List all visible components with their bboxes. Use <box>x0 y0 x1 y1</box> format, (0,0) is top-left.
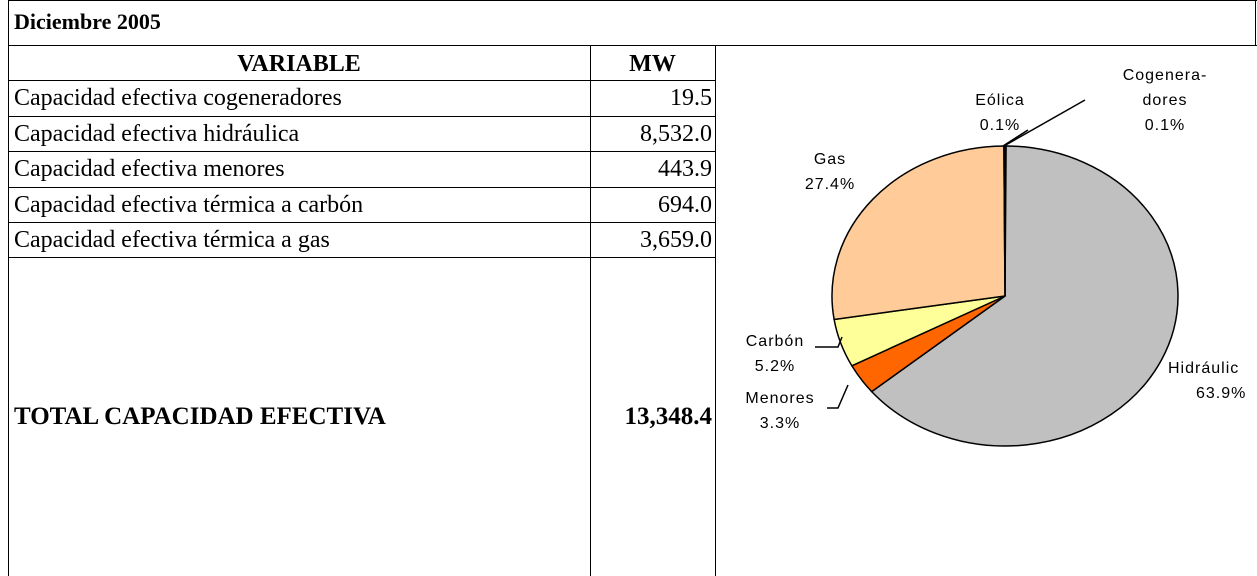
slice-label: Cogenera- <box>1123 67 1208 84</box>
leader-line <box>1002 129 1029 147</box>
total-value: 13,348.4 <box>624 403 713 430</box>
leader-line <box>1003 99 1086 147</box>
border <box>8 257 715 259</box>
slice-label: Carbón <box>746 333 804 350</box>
slice-label: Hidráulic <box>1168 360 1239 377</box>
border <box>715 45 716 576</box>
slice-value-label: 0.1% <box>980 117 1020 134</box>
leader-line <box>815 336 843 348</box>
title: Diciembre 2005 <box>14 9 161 34</box>
slice-label: Gas <box>814 151 846 168</box>
row-value: 19.5 <box>670 85 712 112</box>
border <box>8 45 1257 46</box>
border <box>8 115 715 117</box>
row-label: Capacidad efectiva menores <box>14 156 285 183</box>
header-cell: MW <box>629 51 676 77</box>
row-value: 694.0 <box>658 191 712 218</box>
row-value: 3,659.0 <box>640 227 712 253</box>
leader-line <box>827 384 849 409</box>
slice-label: Menores <box>745 390 814 407</box>
pie-slice <box>870 145 1179 447</box>
border <box>1255 0 1256 46</box>
slice-value-label: 5.2% <box>755 358 795 375</box>
row-label: Capacidad efectiva térmica a gas <box>14 227 330 253</box>
border <box>590 45 591 576</box>
slice-value-label: 63.9% <box>1196 385 1246 402</box>
slice-label: Eólica <box>975 92 1025 109</box>
border <box>8 80 715 82</box>
slice-value-label: 27.4% <box>805 176 855 193</box>
slice-value-label: 3.3% <box>760 415 800 432</box>
row-label: Capacidad efectiva cogeneradores <box>14 85 342 112</box>
pie-slice <box>831 145 1006 321</box>
border <box>8 0 1257 1</box>
total-label: TOTAL CAPACIDAD EFECTIVA <box>14 403 386 430</box>
border <box>8 186 715 188</box>
row-label: Capacidad efectiva hidráulica <box>14 120 300 147</box>
slice-value-label: 0.1% <box>1145 117 1185 134</box>
row-value: 443.9 <box>658 156 712 183</box>
border <box>8 151 715 153</box>
row-value: 8,532.0 <box>640 120 712 147</box>
header-cell: VARIABLE <box>237 51 361 77</box>
border <box>8 0 9 576</box>
row-label: Capacidad efectiva térmica a carbón <box>14 191 364 218</box>
slice-label: dores <box>1142 92 1187 109</box>
border <box>8 222 715 223</box>
